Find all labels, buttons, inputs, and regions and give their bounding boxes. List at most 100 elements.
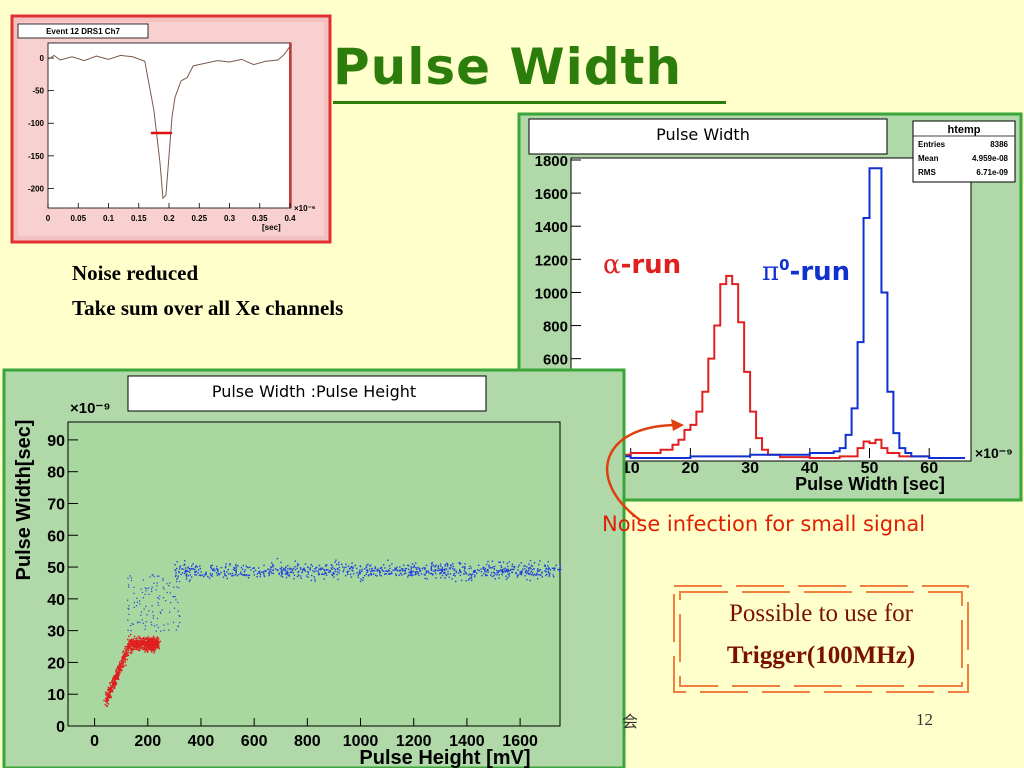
scatter-point-alpha [157,640,160,643]
scatter-point-pi0 [368,568,371,570]
scatter-point-pi0 [507,568,509,571]
scatter-point-alpha [125,651,128,654]
scatter-x-tick-label: 1400 [449,733,485,750]
scatter-point-alpha [138,637,141,640]
scatter-point-pi0 [133,601,135,604]
scatter-point-pi0 [210,565,212,567]
scatter-point-pi0 [216,565,218,568]
scatter-point-pi0 [182,568,184,570]
scatter-point-pi0 [541,576,543,578]
scatter-point-pi0 [253,567,255,569]
scatter-point-pi0 [259,573,262,576]
scatter-point-pi0 [192,568,195,570]
scatter-point-alpha [110,690,113,693]
scatter-point-pi0 [144,628,146,630]
scatter-point-alpha [110,689,112,692]
scatter-point-pi0 [144,593,146,595]
scatter-point-pi0 [257,567,260,569]
scatter-point-alpha [106,696,109,698]
scatter-point-pi0 [293,578,295,580]
scatter-point-pi0 [531,568,534,571]
scatter-point-pi0 [321,573,323,576]
scatter-point-pi0 [135,605,138,607]
scatter-point-pi0 [417,572,419,575]
scatter-point-pi0 [280,561,282,564]
scatter-point-pi0 [210,567,213,570]
scatter-point-alpha [135,641,138,643]
scatter-point-pi0 [463,566,465,568]
scatter-point-alpha [147,643,150,646]
scatter-y-tick-label: 40 [47,592,65,609]
scatter-point-pi0 [241,568,244,571]
page-number: 12 [916,710,933,729]
scatter-point-pi0 [447,573,449,575]
scatter-point-pi0 [547,565,549,567]
scatter-point-pi0 [294,565,296,568]
scatter-point-pi0 [366,569,368,571]
scatter-point-pi0 [511,568,514,570]
scatter-point-pi0 [459,570,461,573]
scatter-point-pi0 [244,569,246,571]
scatter-point-pi0 [410,567,413,569]
scatter-point-pi0 [559,564,561,567]
scatter-point-pi0 [311,565,314,567]
scatter-point-pi0 [144,587,146,589]
scatter-point-pi0 [434,570,436,573]
scatter-x-tick-label: 400 [188,733,215,750]
scatter-point-alpha [143,638,146,641]
scatter-point-alpha [111,680,113,682]
scatter-point-pi0 [150,588,153,590]
scatter-point-pi0 [369,570,372,573]
scatter-point-pi0 [454,575,456,577]
scatter-point-pi0 [516,574,519,576]
scatter-point-pi0 [189,574,191,576]
scatter-point-pi0 [356,567,358,570]
scatter-point-pi0 [284,569,286,572]
scatter-point-alpha [135,640,137,643]
scatter-point-pi0 [484,567,487,570]
scatter-point-pi0 [217,572,220,575]
scatter-point-pi0 [461,566,464,568]
scatter-point-pi0 [394,567,396,569]
scatter-point-pi0 [498,574,500,576]
scatter-point-alpha [149,641,152,644]
scatter-point-pi0 [185,573,188,575]
scatter-point-pi0 [281,570,283,573]
scatter-point-pi0 [549,569,552,571]
scatter-point-pi0 [386,570,388,572]
scatter-point-pi0 [333,567,336,570]
scatter-point-pi0 [238,573,240,576]
scatter-point-alpha [107,699,110,701]
stats-entries-value: 8386 [990,140,1008,149]
scatter-point-pi0 [423,573,425,576]
scatter-point-pi0 [526,578,528,581]
scatter-point-pi0 [157,602,159,604]
scatter-point-pi0 [474,574,476,576]
scatter-point-pi0 [410,572,412,575]
scatter-point-pi0 [403,564,405,566]
scatter-point-pi0 [465,580,467,582]
waveform-x-tick-label: 0.3 [224,214,236,223]
scatter-point-pi0 [444,563,447,566]
scatter-point-alpha [156,645,159,648]
scatter-point-pi0 [450,564,452,566]
scatter-point-pi0 [319,568,321,571]
scatter-point-pi0 [164,600,167,602]
scatter-point-alpha [127,643,130,646]
scatter-point-pi0 [184,563,186,566]
scatter-point-pi0 [391,572,393,575]
scatter-point-pi0 [179,615,181,617]
scatter-point-pi0 [460,571,462,573]
scatter-point-alpha [117,672,119,674]
scatter-point-alpha [150,650,153,652]
scatter-point-pi0 [310,579,313,582]
histogram-x-tick-label: 40 [801,460,819,477]
scatter-point-pi0 [366,571,368,573]
scatter-point-pi0 [168,629,170,631]
scatter-x-tick-label: 800 [294,733,321,750]
scatter-point-pi0 [296,575,299,578]
scatter-point-alpha [139,641,141,643]
scatter-point-pi0 [235,572,237,574]
scatter-point-alpha [120,659,123,662]
scatter-axes: 0 200 400 600 800 1000 1200 1400 1600 0 10 20 30 40 50… [47,433,538,750]
